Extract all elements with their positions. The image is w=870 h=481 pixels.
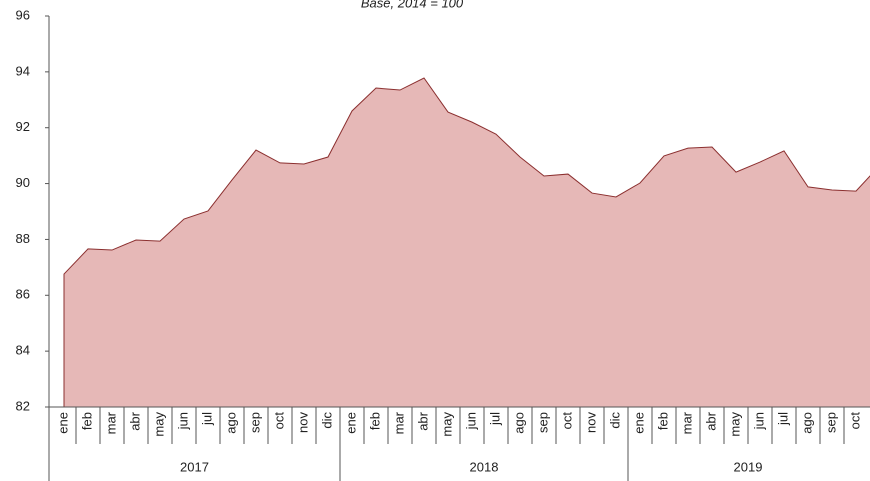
x-tick-label: ene xyxy=(631,412,646,434)
y-tick-label: 82 xyxy=(16,398,30,413)
area xyxy=(63,77,870,408)
y-tick-label: 84 xyxy=(16,343,30,358)
x-tick-label: sep xyxy=(535,412,550,433)
x-tick-label: abr xyxy=(703,411,718,430)
y-tick-label: 86 xyxy=(16,287,30,302)
year-label: 2017 xyxy=(180,459,209,474)
x-tick-label: mar xyxy=(103,411,118,434)
x-tick-label: ago xyxy=(511,412,526,434)
y-tick-label: 90 xyxy=(16,175,30,190)
y-tick-label: 96 xyxy=(16,7,30,22)
x-tick-label: nov xyxy=(295,412,310,433)
x-tick-label: jul xyxy=(487,412,502,426)
x-tick-label: sep xyxy=(247,412,262,433)
x-tick-label: jun xyxy=(751,412,766,430)
x-tick-label: jun xyxy=(175,412,190,430)
x-tick-label: oct xyxy=(271,412,286,430)
x-tick-label: ene xyxy=(55,412,70,434)
x-tick-label: abr xyxy=(415,411,430,430)
year-label: 2018 xyxy=(470,459,499,474)
x-tick-label: ene xyxy=(343,412,358,434)
x-tick-label: nov xyxy=(583,412,598,433)
x-tick-label: feb xyxy=(367,412,382,430)
y-tick-label: 92 xyxy=(16,119,30,134)
x-tick-label: mar xyxy=(679,411,694,434)
y-tick-label: 94 xyxy=(16,63,30,78)
y-tick-label: 88 xyxy=(16,231,30,246)
x-tick-label: abr xyxy=(127,411,142,430)
x-tick-label: feb xyxy=(655,412,670,430)
x-tick-label: may xyxy=(727,412,742,437)
x-tick-label: ago xyxy=(223,412,238,434)
x-tick-label: dic xyxy=(319,412,334,429)
year-label: 2019 xyxy=(734,459,763,474)
x-tick-label: jul xyxy=(199,412,214,426)
x-tick-label: jun xyxy=(463,412,478,430)
x-tick-label: oct xyxy=(847,412,862,430)
x-tick-label: dic xyxy=(607,412,622,429)
chart-subtitle: Base, 2014 = 100 xyxy=(361,0,464,10)
x-tick-label: sep xyxy=(823,412,838,433)
x-tick-label: jul xyxy=(775,412,790,426)
x-tick-label: may xyxy=(439,412,454,437)
x-tick-label: ago xyxy=(799,412,814,434)
x-tick-label: feb xyxy=(79,412,94,430)
x-tick-label: mar xyxy=(391,411,406,434)
x-tick-label: may xyxy=(151,412,166,437)
x-tick-label: oct xyxy=(559,412,574,430)
